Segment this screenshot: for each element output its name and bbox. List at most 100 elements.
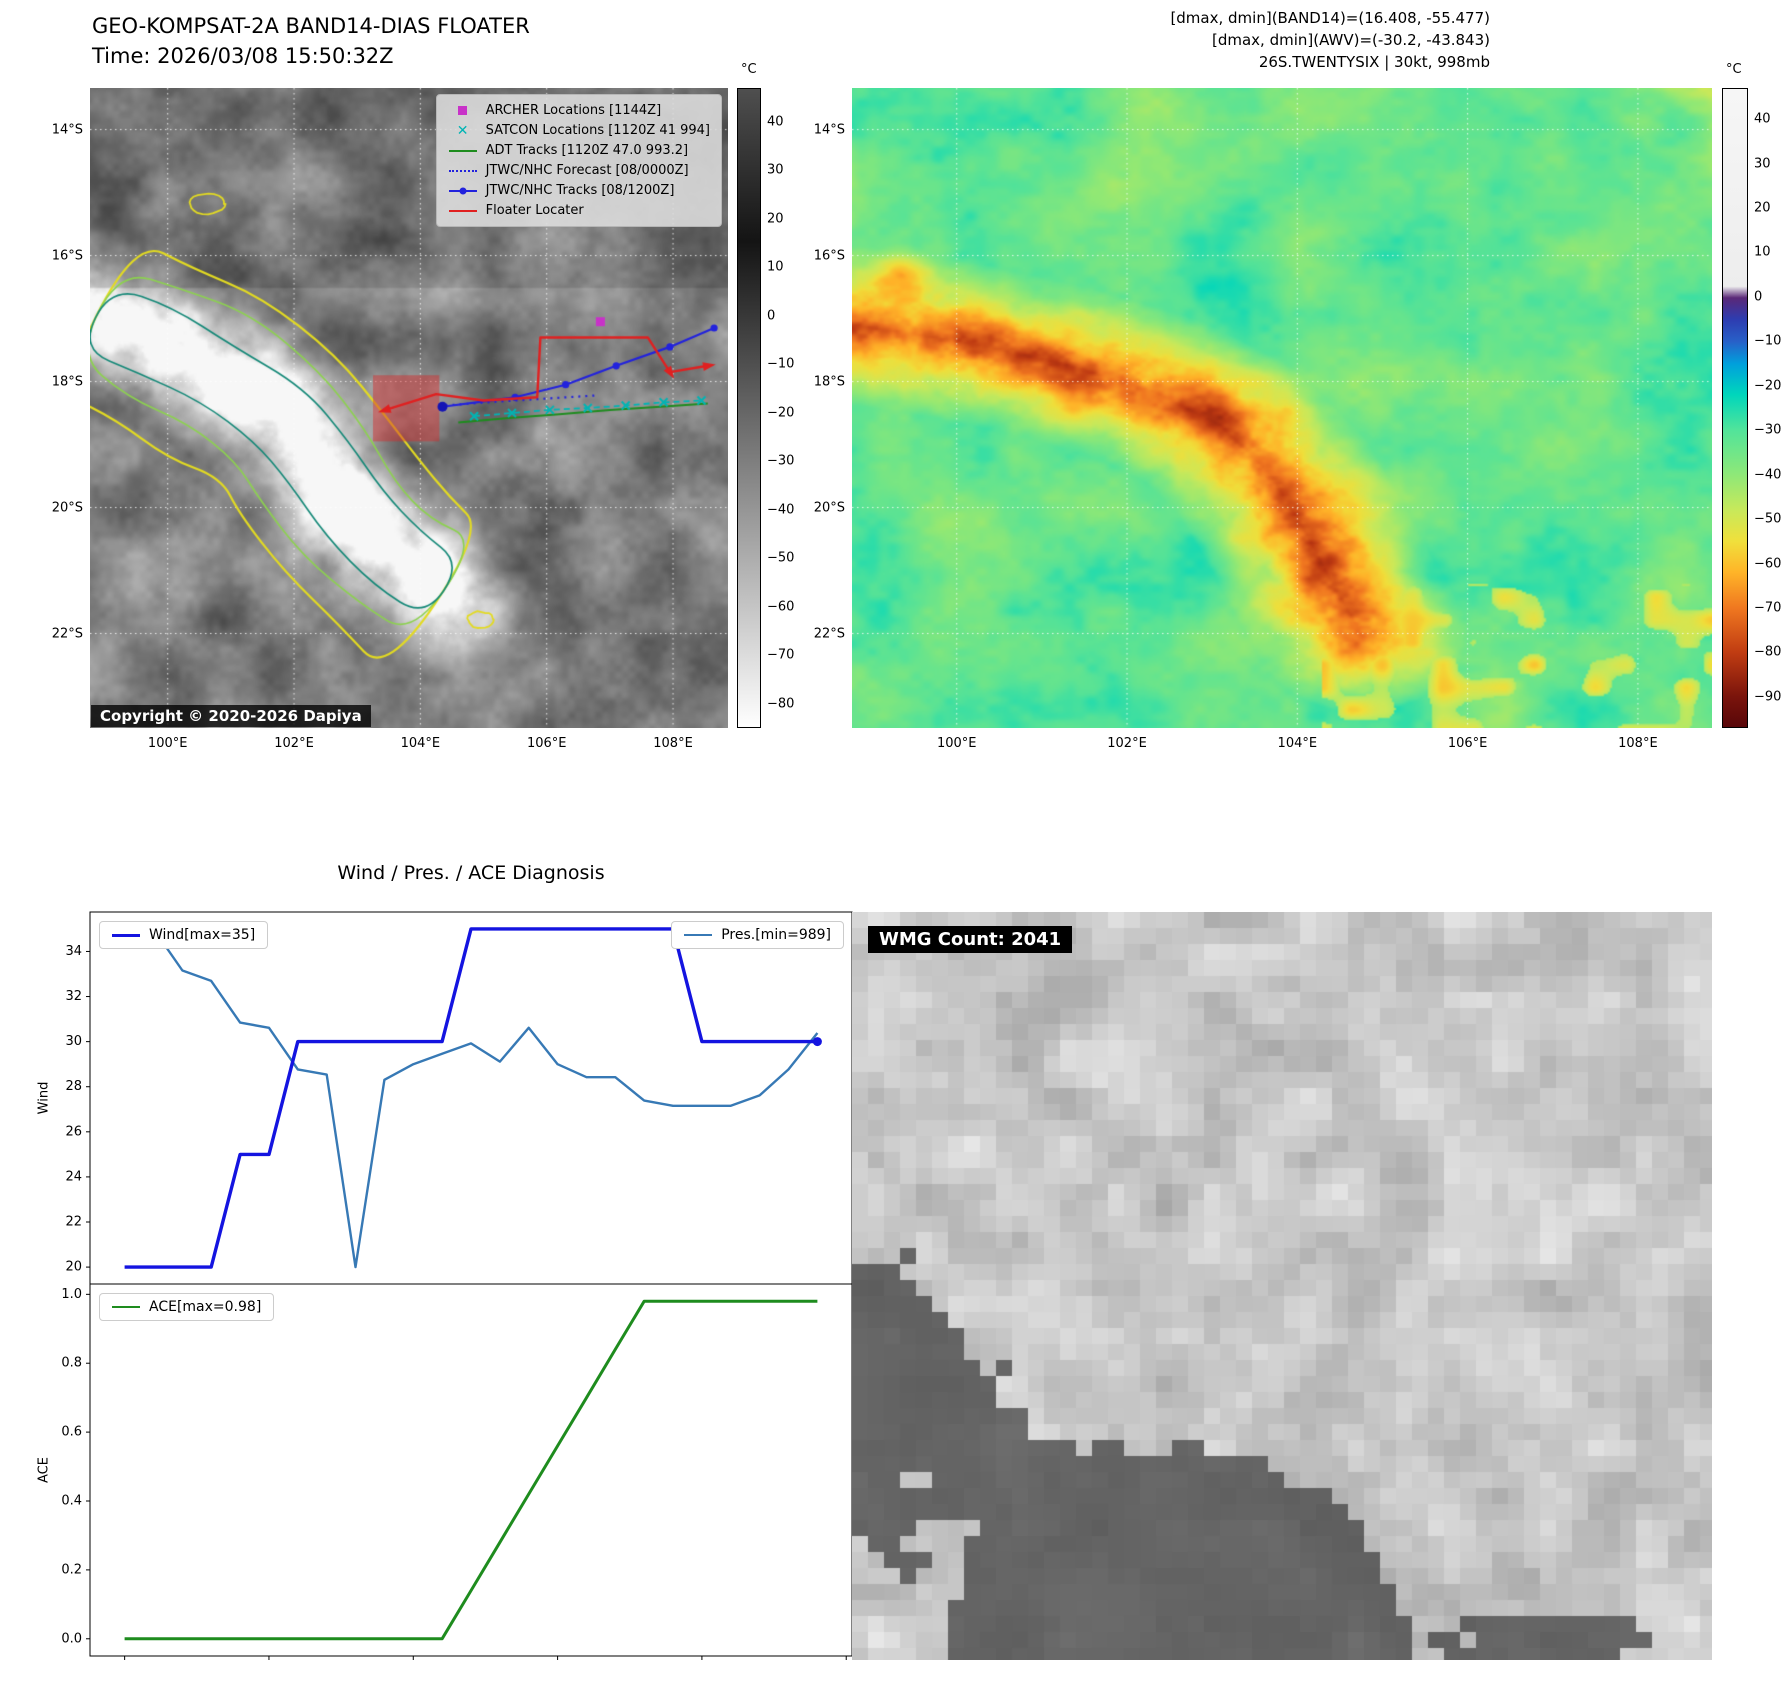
- band14-colorbar: [737, 88, 761, 728]
- lon-tick-label: 104°E: [400, 736, 441, 751]
- legend-item-forecast-dotted: JTWC/NHC Forecast [08/0000Z]: [448, 163, 710, 178]
- lat-tick-label: 14°S: [813, 122, 845, 138]
- colorbar-tick-label: −80: [767, 696, 795, 712]
- awv-grid-overlay: [852, 88, 1712, 728]
- legend-item-label: Floater Locater: [485, 203, 584, 218]
- awv-header-line2: [dmax, dmin](AWV)=(-30.2, -43.843): [1211, 30, 1490, 49]
- satcon-x-icon: ✕: [456, 122, 469, 139]
- awv-header: [dmax, dmin](BAND14)=(16.408, -55.477) […: [852, 8, 1490, 73]
- colorbar-tick-label: −20: [767, 405, 795, 421]
- colorbar-tick-label: 30: [1754, 156, 1771, 172]
- legend-item-label: JTWC/NHC Forecast [08/0000Z]: [485, 163, 689, 178]
- wind-pressure-chart: 202224262830323499099299499699810001002: [65, 911, 893, 1284]
- awv-map: [852, 88, 1712, 728]
- colorbar-tick-label: −60: [1754, 556, 1782, 572]
- awv-header-line3: 26S.TWENTYSIX | 30kt, 998mb: [1258, 52, 1490, 71]
- colorbar-tick-label: 0: [1754, 289, 1763, 305]
- lon-tick-label: 102°E: [274, 736, 314, 751]
- colorbar-tick-label: 10: [767, 259, 784, 275]
- svg-text:0.2: 0.2: [61, 1562, 82, 1577]
- lon-tick-label: 106°E: [1447, 736, 1488, 751]
- adt-line-icon: [448, 144, 478, 157]
- band14-time: Time: 2026/03/08 15:50:32Z: [92, 44, 394, 68]
- colorbar-tick-label: −10: [1754, 333, 1782, 349]
- colorbar-tick-label: −40: [1754, 467, 1782, 483]
- svg-text:0.8: 0.8: [61, 1356, 82, 1371]
- svg-text:26: 26: [65, 1124, 82, 1139]
- wind-legend: Wind[max=35]: [99, 921, 269, 949]
- archer-square-icon: [448, 104, 478, 117]
- colorbar-tick-label: −80: [1754, 644, 1782, 660]
- lon-tick-label: 108°E: [1618, 736, 1658, 751]
- colorbar-tick-label: 0: [767, 308, 776, 324]
- legend-item-label: ADT Tracks [1120Z 47.0 993.2]: [485, 143, 689, 158]
- colorbar-tick-label: −70: [1754, 600, 1782, 616]
- floater-line-icon: [448, 204, 478, 217]
- ace-line-icon: [112, 1306, 140, 1308]
- lon-tick-label: 104°E: [1277, 736, 1318, 751]
- pressure-legend: Pres.[min=989]: [671, 921, 844, 949]
- copyright-label: Copyright © 2020-2026 Dapiya: [91, 705, 371, 727]
- svg-text:30: 30: [65, 1034, 82, 1049]
- colorbar-tick-label: 20: [767, 211, 784, 227]
- wmg-count-image: [852, 912, 1712, 1660]
- wind-axis-label: Wind: [36, 1081, 52, 1115]
- colorbar-tick-label: −50: [1754, 511, 1782, 527]
- lon-tick-label: 100°E: [147, 736, 188, 751]
- svg-text:22: 22: [65, 1215, 82, 1230]
- lat-tick-label: 16°S: [813, 248, 845, 264]
- svg-text:28: 28: [65, 1079, 82, 1094]
- lat-tick-label: 22°S: [813, 626, 845, 641]
- pressure-line-icon: [684, 934, 713, 936]
- pressure-legend-label: Pres.[min=989]: [721, 927, 831, 943]
- awv-colorbar: [1722, 88, 1748, 728]
- legend-item-archer-square: ARCHER Locations [1144Z]: [448, 103, 710, 118]
- lat-tick-label: 18°S: [813, 374, 845, 390]
- svg-text:1.0: 1.0: [61, 1287, 82, 1302]
- band14-title: GEO-KOMPSAT-2A BAND14-DIAS FLOATER: [92, 14, 530, 38]
- lat-tick-label: 20°S: [813, 500, 845, 516]
- legend-item-adt-line: ADT Tracks [1120Z 47.0 993.2]: [448, 143, 710, 158]
- band14-colorbar-unit: °C: [741, 62, 757, 77]
- svg-text:24: 24: [65, 1169, 82, 1184]
- wind-line-icon: [112, 933, 140, 937]
- colorbar-tick-label: −40: [767, 502, 795, 518]
- colorbar-tick-label: −60: [767, 599, 795, 615]
- lat-tick-label: 20°S: [51, 500, 83, 516]
- svg-text:0.6: 0.6: [61, 1425, 82, 1440]
- colorbar-tick-label: −90: [1754, 689, 1782, 705]
- svg-text:0.4: 0.4: [61, 1494, 82, 1509]
- awv-colorbar-unit: °C: [1726, 62, 1742, 77]
- colorbar-tick-label: −50: [767, 550, 795, 566]
- ace-legend: ACE[max=0.98]: [99, 1293, 275, 1321]
- ace-axis-label: ACE: [36, 1457, 52, 1483]
- awv-header-line1: [dmax, dmin](BAND14)=(16.408, -55.477): [1170, 9, 1490, 27]
- colorbar-tick-label: 10: [1754, 244, 1771, 260]
- forecast-dotted-icon: [448, 164, 478, 177]
- colorbar-tick-label: −30: [767, 453, 795, 469]
- svg-text:20: 20: [65, 1260, 82, 1275]
- lat-tick-label: 22°S: [51, 626, 83, 641]
- lat-tick-label: 18°S: [51, 374, 83, 390]
- colorbar-tick-label: −20: [1754, 378, 1782, 394]
- wind-legend-label: Wind[max=35]: [149, 927, 256, 943]
- legend-item-floater-line: Floater Locater: [448, 203, 710, 218]
- lat-tick-label: 16°S: [51, 248, 83, 264]
- ace-chart: 0.0 0.2 0.4 0.6 0.8 1.0: [61, 1283, 853, 1660]
- lon-tick-label: 100°E: [936, 736, 977, 751]
- colorbar-tick-label: −70: [767, 647, 795, 663]
- colorbar-tick-label: 30: [767, 162, 784, 178]
- lon-tick-label: 106°E: [526, 736, 567, 751]
- colorbar-tick-label: −30: [1754, 422, 1782, 438]
- lon-tick-label: 108°E: [653, 736, 693, 751]
- svg-text:32: 32: [65, 989, 82, 1004]
- band14-map-legend: ARCHER Locations [1144Z] ✕ SATCON Location…: [435, 94, 722, 227]
- svg-text:0.0: 0.0: [61, 1631, 82, 1646]
- svg-text:34: 34: [65, 944, 82, 959]
- colorbar-tick-label: 20: [1754, 200, 1771, 216]
- colorbar-tick-label: 40: [1754, 111, 1771, 127]
- wmg-count-label: WMG Count: 2041: [868, 926, 1073, 953]
- legend-item-label: JTWC/NHC Tracks [08/1200Z]: [485, 183, 675, 198]
- band14-map: ARCHER Locations [1144Z] ✕ SATCON Location…: [90, 88, 728, 728]
- track-line-dot-icon: [448, 184, 478, 197]
